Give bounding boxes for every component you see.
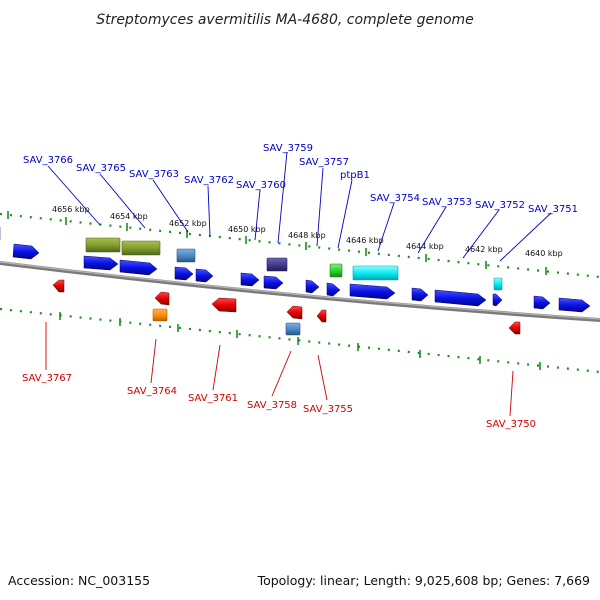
bottom-major-ticks xyxy=(59,312,541,370)
cyan-feature[interactable] xyxy=(493,277,503,291)
scale-label: 4654 kbp xyxy=(110,212,148,221)
accession-text: Accession: NC_003155 xyxy=(8,573,150,588)
reverse-gene-arrow[interactable] xyxy=(52,279,65,293)
forward-gene-arrow[interactable] xyxy=(558,297,591,313)
gene-label-top[interactable]: SAV_3763 xyxy=(129,169,179,180)
forward-gene-arrow[interactable] xyxy=(174,266,194,281)
reverse-genes xyxy=(52,279,521,335)
forward-gene-arrow[interactable] xyxy=(240,272,260,287)
forward-gene-arrow[interactable] xyxy=(263,275,284,290)
forward-gene-arrow[interactable] xyxy=(349,283,396,300)
reverse-gene-arrow[interactable] xyxy=(508,321,521,335)
forward-gene-arrow[interactable] xyxy=(119,259,158,276)
olive-feature[interactable] xyxy=(85,237,121,253)
steelblue-feature[interactable] xyxy=(176,248,196,263)
cyan-feature[interactable] xyxy=(352,265,399,281)
gene-label-top[interactable]: ptpB1 xyxy=(340,170,370,181)
gene-label-top[interactable]: SAV_3753 xyxy=(422,197,472,208)
forward-gene-arrow[interactable] xyxy=(411,287,429,302)
scale-label: 4640 kbp xyxy=(525,249,563,258)
genome-summary-text: Topology: linear; Length: 9,025,608 bp; … xyxy=(257,573,590,588)
scale-label: 4652 kbp xyxy=(169,219,207,228)
forward-genes xyxy=(0,226,591,313)
reverse-gene-arrow[interactable] xyxy=(154,291,170,306)
gene-label-top[interactable]: SAV_3760 xyxy=(236,180,286,191)
gene-label-bottom[interactable]: SAV_3764 xyxy=(127,386,177,397)
feature-boxes xyxy=(85,237,503,336)
gene-label-top[interactable]: SAV_3766 xyxy=(23,155,73,166)
bottom-gene-labels: SAV_3767 SAV_3764 SAV_3761 SAV_3758 SAV_… xyxy=(22,373,536,430)
top-major-ticks xyxy=(7,211,547,275)
gene-label-top[interactable]: SAV_3751 xyxy=(528,204,578,215)
map-title: Streptomyces avermitilis MA-4680, comple… xyxy=(96,12,474,28)
scale-label: 4648 kbp xyxy=(288,231,326,240)
green-feature[interactable] xyxy=(329,263,343,278)
gene-label-bottom[interactable]: SAV_3755 xyxy=(303,404,353,415)
forward-gene-arrow[interactable] xyxy=(305,279,320,294)
gene-label-bottom[interactable]: SAV_3758 xyxy=(247,400,297,411)
forward-gene-arrow[interactable] xyxy=(12,243,40,260)
forward-gene-arrow[interactable] xyxy=(83,255,119,271)
scale-label: 4656 kbp xyxy=(52,205,90,214)
forward-gene-arrow[interactable] xyxy=(434,289,487,307)
scale-label: 4650 kbp xyxy=(228,225,266,234)
gene-label-bottom[interactable]: SAV_3767 xyxy=(22,373,72,384)
bottom-callout-lines xyxy=(45,322,514,417)
genome-backbone xyxy=(0,261,600,322)
olive-feature[interactable] xyxy=(121,240,161,256)
scale-label: 4642 kbp xyxy=(465,245,503,254)
forward-gene-arrow[interactable] xyxy=(492,293,503,307)
gene-label-top[interactable]: SAV_3759 xyxy=(263,143,313,154)
top-gene-labels: SAV_3766 SAV_3765 SAV_3763 SAV_3762 SAV_… xyxy=(23,143,578,215)
forward-gene-arrow[interactable] xyxy=(195,268,214,283)
top-callout-lines xyxy=(47,151,552,262)
steelblue-feature[interactable] xyxy=(285,322,301,336)
forward-gene-arrow[interactable] xyxy=(326,282,341,297)
orange-feature[interactable] xyxy=(152,308,168,322)
gene-label-top[interactable]: SAV_3762 xyxy=(184,175,234,186)
gene-label-top[interactable]: SAV_3754 xyxy=(370,193,420,204)
reverse-gene-arrow[interactable] xyxy=(286,305,303,320)
gene-label-bottom[interactable]: SAV_3750 xyxy=(486,419,536,430)
reverse-gene-arrow[interactable] xyxy=(316,309,327,323)
scale-labels: 4656 kbp 4654 kbp 4652 kbp 4650 kbp 4648… xyxy=(52,205,563,258)
forward-gene-arrow[interactable] xyxy=(533,295,551,310)
backbone-highlight xyxy=(0,261,600,320)
bottom-scale-track xyxy=(0,307,600,374)
gene-label-top[interactable]: SAV_3765 xyxy=(76,163,126,174)
reverse-gene-arrow[interactable] xyxy=(211,297,237,313)
gene-label-bottom[interactable]: SAV_3761 xyxy=(188,393,238,404)
gene-label-top[interactable]: SAV_3757 xyxy=(299,157,349,168)
scale-label: 4646 kbp xyxy=(346,236,384,245)
purple-feature[interactable] xyxy=(266,257,288,272)
scale-label: 4644 kbp xyxy=(406,242,444,251)
gene-label-top[interactable]: SAV_3752 xyxy=(475,200,525,211)
